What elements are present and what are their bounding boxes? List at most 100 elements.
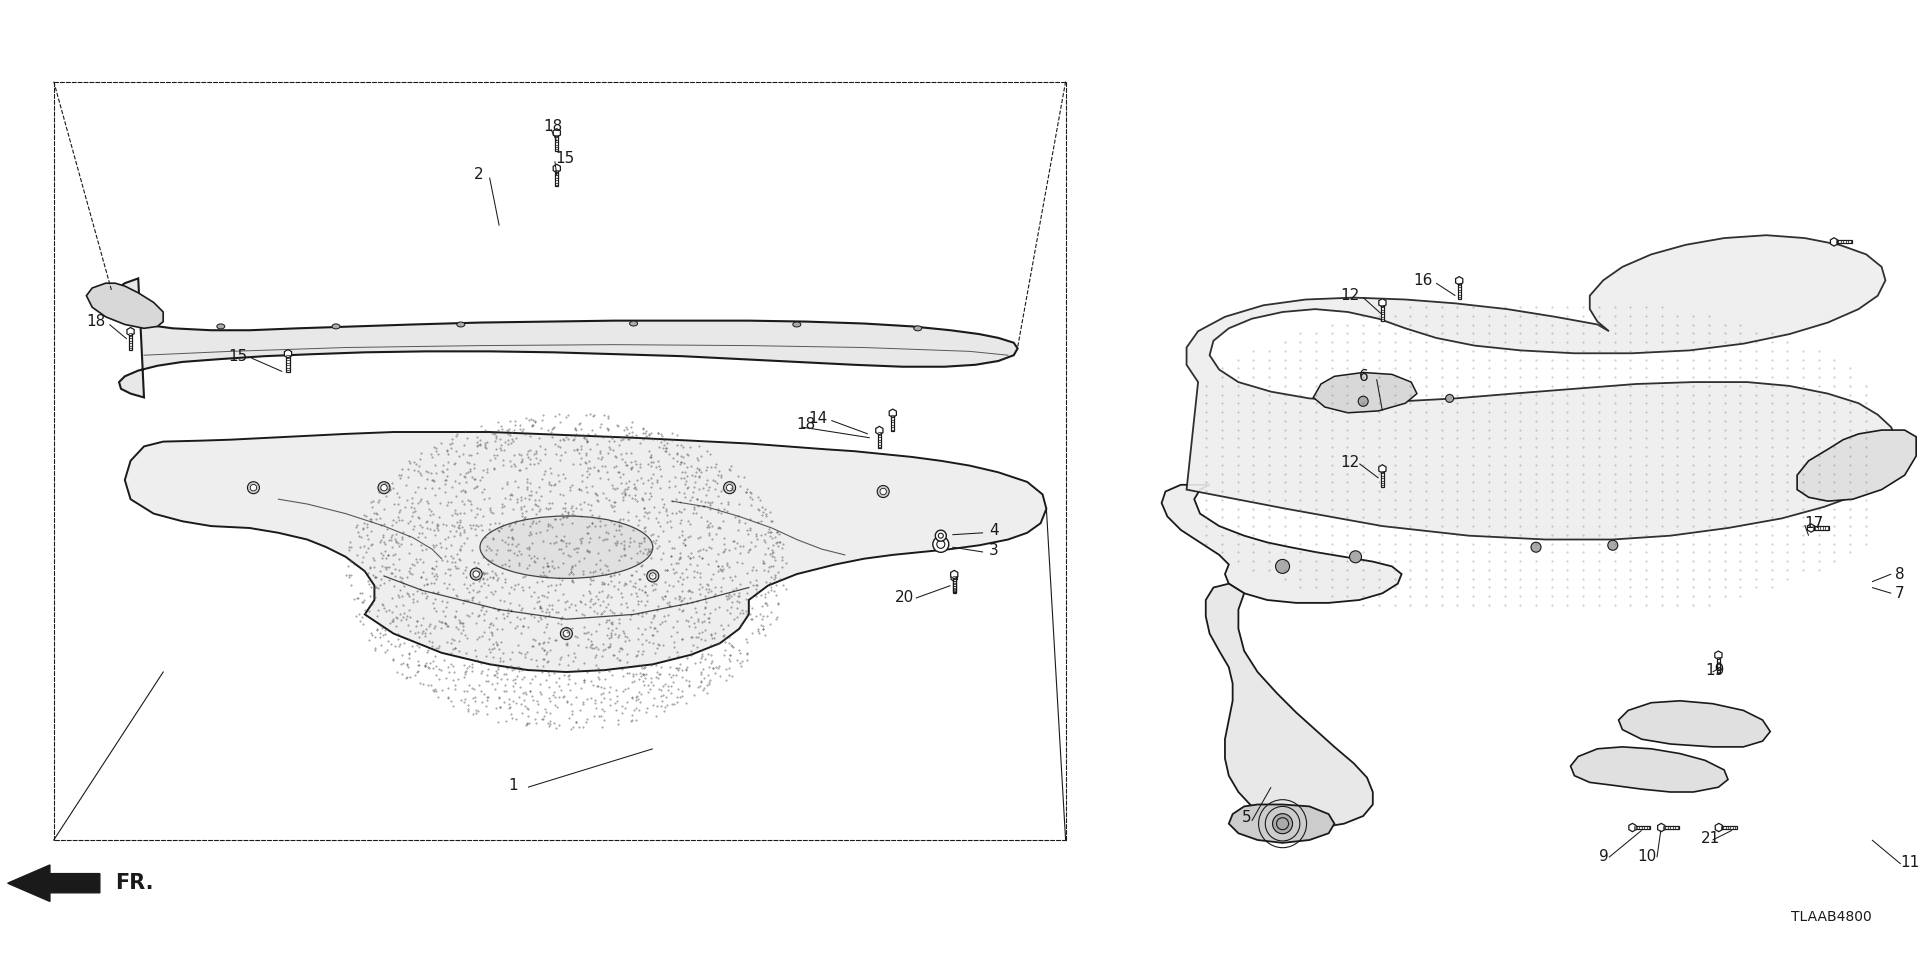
Polygon shape [1657, 824, 1665, 831]
Polygon shape [1811, 526, 1830, 530]
Polygon shape [284, 349, 292, 358]
Circle shape [250, 485, 257, 491]
Text: 10: 10 [1638, 849, 1657, 864]
Polygon shape [1379, 465, 1386, 473]
Circle shape [1350, 551, 1361, 563]
Polygon shape [1380, 303, 1384, 321]
Circle shape [879, 489, 887, 494]
Polygon shape [1206, 584, 1373, 828]
Polygon shape [125, 432, 1046, 672]
Circle shape [1277, 818, 1288, 829]
Polygon shape [1830, 238, 1837, 246]
Polygon shape [1455, 276, 1463, 285]
Polygon shape [1632, 826, 1651, 829]
Polygon shape [555, 133, 559, 151]
Text: 19: 19 [1705, 662, 1724, 678]
Circle shape [724, 482, 735, 493]
Ellipse shape [480, 516, 653, 578]
Text: 12: 12 [1340, 455, 1359, 470]
Circle shape [1530, 542, 1542, 552]
Polygon shape [952, 578, 956, 593]
Text: 21: 21 [1701, 830, 1720, 846]
Text: 14: 14 [808, 411, 828, 426]
Text: 2: 2 [474, 167, 484, 182]
Ellipse shape [793, 322, 801, 327]
Polygon shape [891, 414, 895, 431]
Text: 16: 16 [1413, 273, 1432, 288]
Circle shape [1275, 560, 1290, 573]
Polygon shape [1619, 701, 1770, 747]
Circle shape [1273, 814, 1292, 833]
Ellipse shape [914, 325, 922, 331]
Text: 18: 18 [543, 119, 563, 134]
Polygon shape [1313, 372, 1417, 413]
Circle shape [380, 485, 388, 491]
Polygon shape [1571, 747, 1728, 792]
Polygon shape [1187, 235, 1897, 540]
Polygon shape [950, 570, 958, 579]
Circle shape [1446, 395, 1453, 402]
Polygon shape [1457, 281, 1461, 299]
Circle shape [935, 530, 947, 541]
Circle shape [378, 482, 390, 493]
Polygon shape [86, 283, 163, 328]
Text: 15: 15 [228, 348, 248, 364]
Polygon shape [1715, 651, 1722, 660]
Text: 20: 20 [895, 589, 914, 605]
Text: 3: 3 [989, 542, 998, 558]
Text: 17: 17 [1805, 516, 1824, 531]
Ellipse shape [630, 321, 637, 326]
Ellipse shape [457, 322, 465, 327]
Polygon shape [1628, 824, 1636, 831]
Text: 18: 18 [86, 314, 106, 329]
Polygon shape [889, 409, 897, 418]
Circle shape [1357, 396, 1369, 406]
Polygon shape [1716, 656, 1720, 673]
Text: 5: 5 [1242, 810, 1252, 826]
Ellipse shape [217, 324, 225, 329]
Polygon shape [1834, 240, 1853, 244]
Polygon shape [111, 278, 1018, 397]
Polygon shape [1807, 524, 1814, 532]
Ellipse shape [332, 324, 340, 329]
Circle shape [937, 540, 945, 548]
Polygon shape [1380, 469, 1384, 487]
Circle shape [470, 568, 482, 580]
Text: 7: 7 [1895, 586, 1905, 601]
Circle shape [563, 631, 570, 636]
Text: FR.: FR. [115, 874, 154, 893]
Text: 18: 18 [797, 417, 816, 432]
Polygon shape [555, 169, 559, 186]
Text: 8: 8 [1895, 566, 1905, 582]
Circle shape [472, 571, 480, 577]
Polygon shape [553, 129, 561, 137]
Polygon shape [127, 327, 134, 336]
Circle shape [248, 482, 259, 493]
Text: 12: 12 [1340, 288, 1359, 303]
Polygon shape [129, 332, 132, 349]
Polygon shape [1715, 824, 1722, 831]
Circle shape [939, 533, 943, 539]
Polygon shape [286, 354, 290, 372]
Polygon shape [877, 431, 881, 448]
Polygon shape [1229, 804, 1334, 843]
Polygon shape [876, 426, 883, 435]
Text: 4: 4 [989, 523, 998, 539]
Text: 6: 6 [1359, 369, 1369, 384]
Text: 11: 11 [1901, 854, 1920, 870]
FancyArrow shape [8, 865, 100, 901]
Polygon shape [1661, 826, 1680, 829]
Text: TLAAB4800: TLAAB4800 [1791, 910, 1872, 924]
Polygon shape [1797, 430, 1916, 501]
Circle shape [726, 485, 733, 491]
Polygon shape [952, 575, 956, 592]
Text: 1: 1 [507, 778, 518, 793]
Circle shape [649, 573, 657, 579]
Polygon shape [950, 574, 958, 581]
Circle shape [933, 537, 948, 552]
Polygon shape [1718, 826, 1738, 829]
Polygon shape [553, 164, 561, 173]
Text: 9: 9 [1599, 849, 1609, 864]
Circle shape [1607, 540, 1619, 550]
Text: 15: 15 [555, 151, 574, 166]
